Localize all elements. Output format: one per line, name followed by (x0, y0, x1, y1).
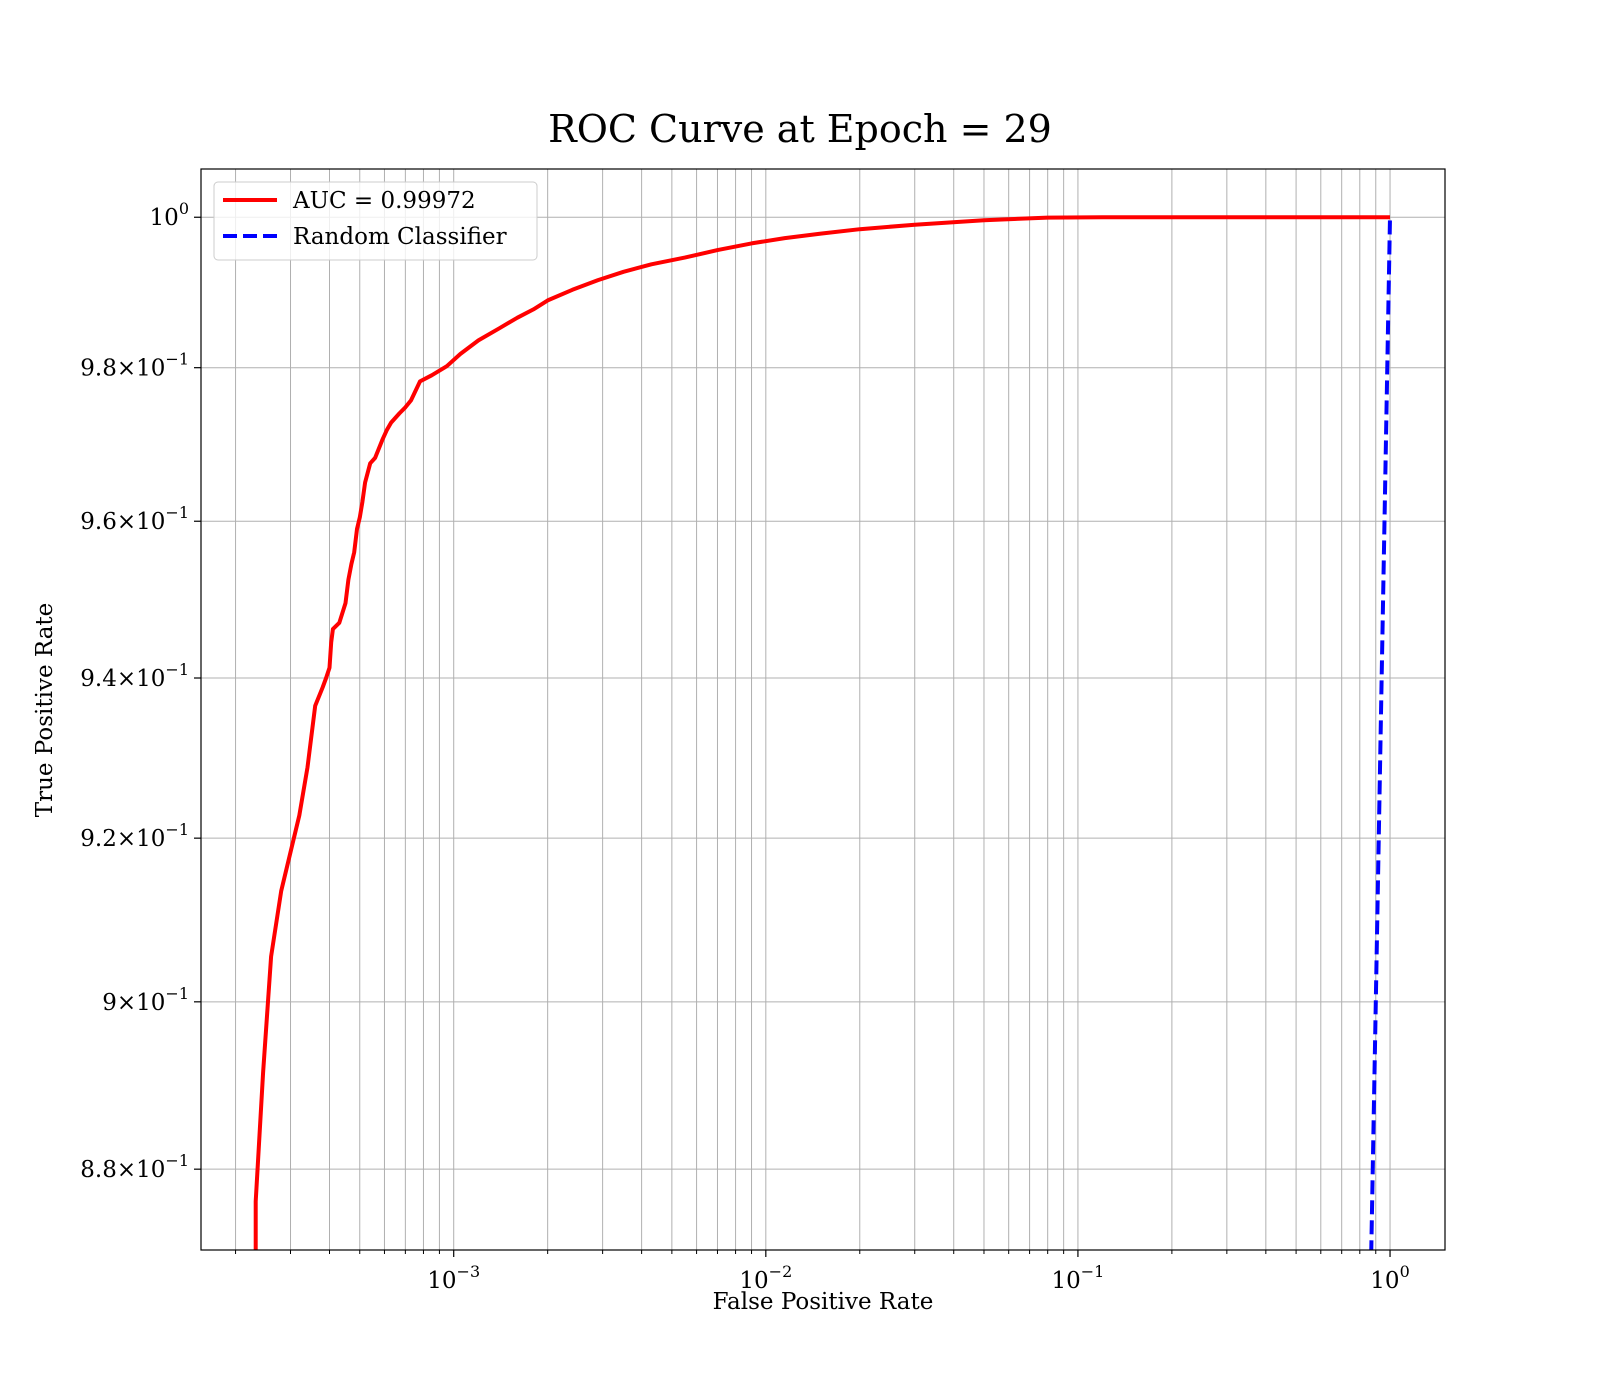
x-tick-label: 10−3 (427, 1262, 480, 1294)
legend-label-random: Random Classifier (293, 224, 507, 250)
x-tick-label: 100 (1370, 1262, 1409, 1294)
y-tick-label: 8.8×10−1 (80, 1151, 189, 1183)
y-tick-label: 9.8×10−1 (80, 350, 189, 382)
x-axis-ticks: 10−3 10−2 10−1 100 (235, 1250, 1410, 1294)
y-tick-label: 9.4×10−1 (80, 660, 189, 692)
plot-frame (200, 168, 1446, 1251)
y-tick-label: 100 (150, 199, 189, 231)
y-tick-label: 9.6×10−1 (80, 503, 189, 535)
x-tick-label: 10−1 (1051, 1262, 1104, 1294)
series-line-auc (253, 215, 1390, 1250)
legend: AUC = 0.99972 Random Classifier (213, 181, 538, 261)
series-layer (253, 215, 1392, 1250)
series-line-random-classifier (1369, 217, 1392, 1250)
legend-label-auc: AUC = 0.99972 (292, 188, 476, 214)
y-axis-label: True Positive Rate (32, 603, 58, 818)
grid-lines (201, 169, 1445, 1250)
y-axis-ticks: 100 9.8×10−1 9.6×10−1 9.4×10−1 9.2×10−1 9×10−… (80, 199, 201, 1183)
x-axis-label: False Positive Rate (713, 1289, 934, 1315)
y-tick-label: 9.2×10−1 (80, 820, 189, 852)
y-tick-label: 9×10−1 (102, 984, 189, 1016)
legend-box (213, 181, 538, 261)
x-tick-label: 10−2 (739, 1262, 792, 1294)
chart-title: ROC Curve at Epoch = 29 (548, 107, 1052, 151)
